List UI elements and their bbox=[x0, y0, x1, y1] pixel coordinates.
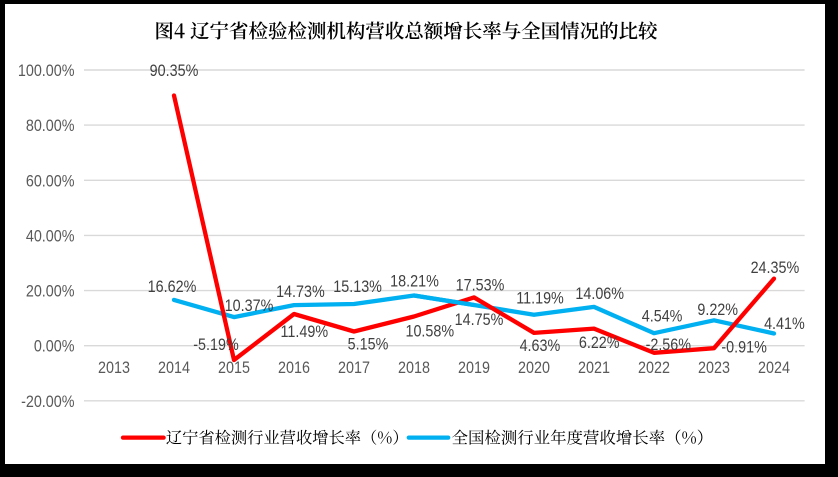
svg-text:4.54%: 4.54% bbox=[642, 307, 683, 325]
svg-text:80.00%: 80.00% bbox=[26, 117, 75, 135]
svg-text:-20.00%: -20.00% bbox=[21, 393, 75, 411]
svg-text:9.22%: 9.22% bbox=[697, 301, 738, 319]
svg-text:2023: 2023 bbox=[698, 359, 730, 377]
svg-text:-5.19%: -5.19% bbox=[193, 336, 239, 354]
svg-text:90.35%: 90.35% bbox=[150, 62, 199, 80]
svg-text:0.00%: 0.00% bbox=[34, 338, 75, 356]
svg-text:17.53%: 17.53% bbox=[456, 277, 505, 295]
svg-text:14.06%: 14.06% bbox=[575, 285, 624, 303]
svg-text:2024: 2024 bbox=[758, 359, 790, 377]
svg-text:2014: 2014 bbox=[158, 359, 190, 377]
svg-text:40.00%: 40.00% bbox=[26, 227, 75, 245]
svg-text:2017: 2017 bbox=[338, 359, 370, 377]
svg-text:24.35%: 24.35% bbox=[751, 259, 800, 277]
svg-text:-0.91%: -0.91% bbox=[721, 338, 767, 356]
svg-text:4.63%: 4.63% bbox=[520, 337, 561, 355]
svg-text:2016: 2016 bbox=[278, 359, 310, 377]
svg-text:5.15%: 5.15% bbox=[348, 335, 389, 353]
svg-text:2013: 2013 bbox=[98, 359, 130, 377]
svg-text:10.37%: 10.37% bbox=[225, 297, 274, 315]
svg-text:15.13%: 15.13% bbox=[333, 278, 382, 296]
svg-text:6.22%: 6.22% bbox=[579, 334, 620, 352]
svg-text:16.62%: 16.62% bbox=[148, 278, 197, 296]
svg-text:2020: 2020 bbox=[518, 359, 550, 377]
svg-text:10.58%: 10.58% bbox=[405, 323, 454, 341]
svg-text:14.75%: 14.75% bbox=[455, 311, 504, 329]
svg-text:2022: 2022 bbox=[638, 359, 670, 377]
svg-text:11.19%: 11.19% bbox=[516, 290, 564, 308]
svg-text:2019: 2019 bbox=[458, 359, 490, 377]
svg-text:11.49%: 11.49% bbox=[281, 323, 329, 341]
svg-text:4.41%: 4.41% bbox=[764, 315, 805, 333]
svg-text:18.21%: 18.21% bbox=[390, 272, 439, 290]
svg-text:-2.56%: -2.56% bbox=[646, 336, 692, 354]
svg-text:100.00%: 100.00% bbox=[18, 62, 75, 80]
svg-text:20.00%: 20.00% bbox=[26, 283, 75, 301]
svg-text:2015: 2015 bbox=[218, 359, 250, 377]
svg-text:2018: 2018 bbox=[398, 359, 430, 377]
svg-text:60.00%: 60.00% bbox=[26, 172, 75, 190]
svg-text:14.73%: 14.73% bbox=[276, 283, 325, 301]
svg-text:2021: 2021 bbox=[578, 359, 610, 377]
